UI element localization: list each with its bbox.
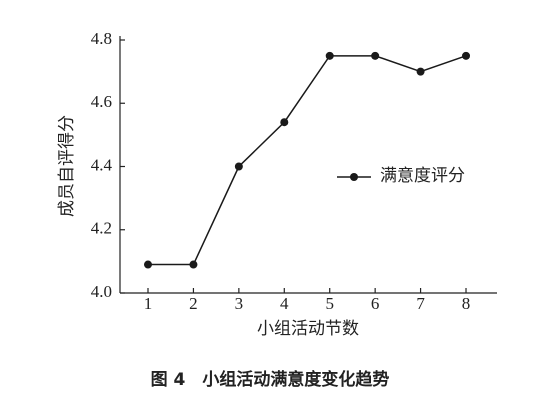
x-tick-label: 2 bbox=[189, 294, 198, 313]
y-tick-label: 4.0 bbox=[91, 282, 112, 301]
x-tick-label: 8 bbox=[462, 294, 471, 313]
point bbox=[371, 51, 380, 60]
y-tick-label: 4.6 bbox=[91, 92, 112, 111]
y-tick-label: 4.4 bbox=[91, 155, 113, 174]
x-tick-label: 3 bbox=[235, 294, 244, 313]
x-tick-label: 7 bbox=[416, 294, 425, 313]
y-axis-label: 成员自评得分 bbox=[57, 115, 76, 217]
x-tick-label: 6 bbox=[371, 294, 380, 313]
x-tick-label: 4 bbox=[280, 294, 289, 313]
y-tick-label: 4.8 bbox=[91, 29, 112, 48]
legend-label: 满意度评分 bbox=[380, 166, 465, 185]
point bbox=[280, 118, 289, 127]
x-axis-label: 小组活动节数 bbox=[257, 319, 359, 338]
point bbox=[234, 162, 243, 171]
y-tick-label: 4.2 bbox=[91, 219, 112, 238]
point bbox=[144, 260, 152, 269]
x-tick-label: 1 bbox=[144, 294, 153, 313]
caption: 图 4 小组活动满意度变化趋势 bbox=[151, 369, 390, 390]
legend-marker bbox=[350, 173, 358, 181]
point bbox=[462, 51, 471, 60]
point bbox=[189, 260, 198, 269]
point bbox=[416, 67, 425, 76]
line bbox=[148, 55, 467, 266]
x-tick-label: 5 bbox=[325, 294, 334, 313]
point bbox=[325, 51, 334, 60]
